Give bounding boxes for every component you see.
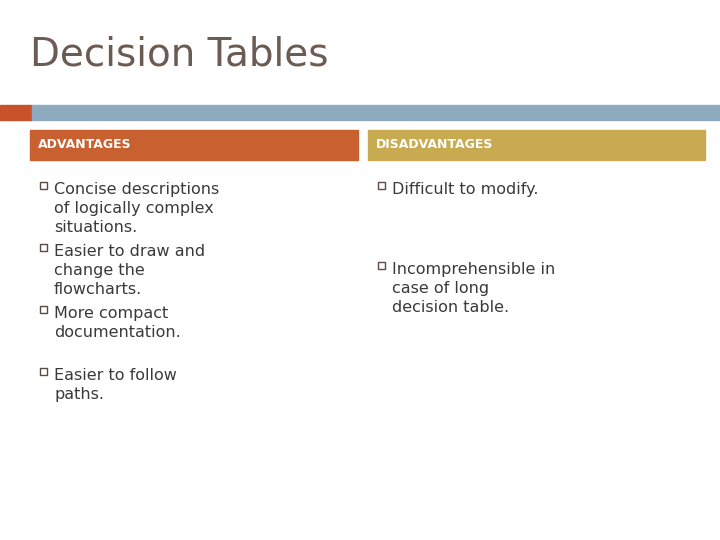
Bar [40, 244, 47, 251]
Text: Decision Tables: Decision Tables [30, 35, 328, 73]
Bar [368, 130, 705, 160]
Bar [378, 261, 385, 268]
Text: Easier to follow
paths.: Easier to follow paths. [54, 368, 177, 402]
Bar [40, 368, 47, 375]
Bar [40, 306, 47, 313]
Bar [40, 181, 47, 188]
Bar [32, 105, 720, 120]
Text: Difficult to modify.: Difficult to modify. [392, 182, 539, 197]
Text: Concise descriptions
of logically complex
situations.: Concise descriptions of logically comple… [54, 182, 220, 235]
Text: ADVANTAGES: ADVANTAGES [38, 138, 132, 152]
Bar [0, 105, 32, 120]
Bar [30, 130, 358, 160]
Text: Incomprehensible in
case of long
decision table.: Incomprehensible in case of long decisio… [392, 262, 555, 315]
Text: Easier to draw and
change the
flowcharts.: Easier to draw and change the flowcharts… [54, 244, 205, 298]
Text: More compact
documentation.: More compact documentation. [54, 306, 181, 340]
Text: DISADVANTAGES: DISADVANTAGES [376, 138, 493, 152]
Bar [378, 181, 385, 188]
